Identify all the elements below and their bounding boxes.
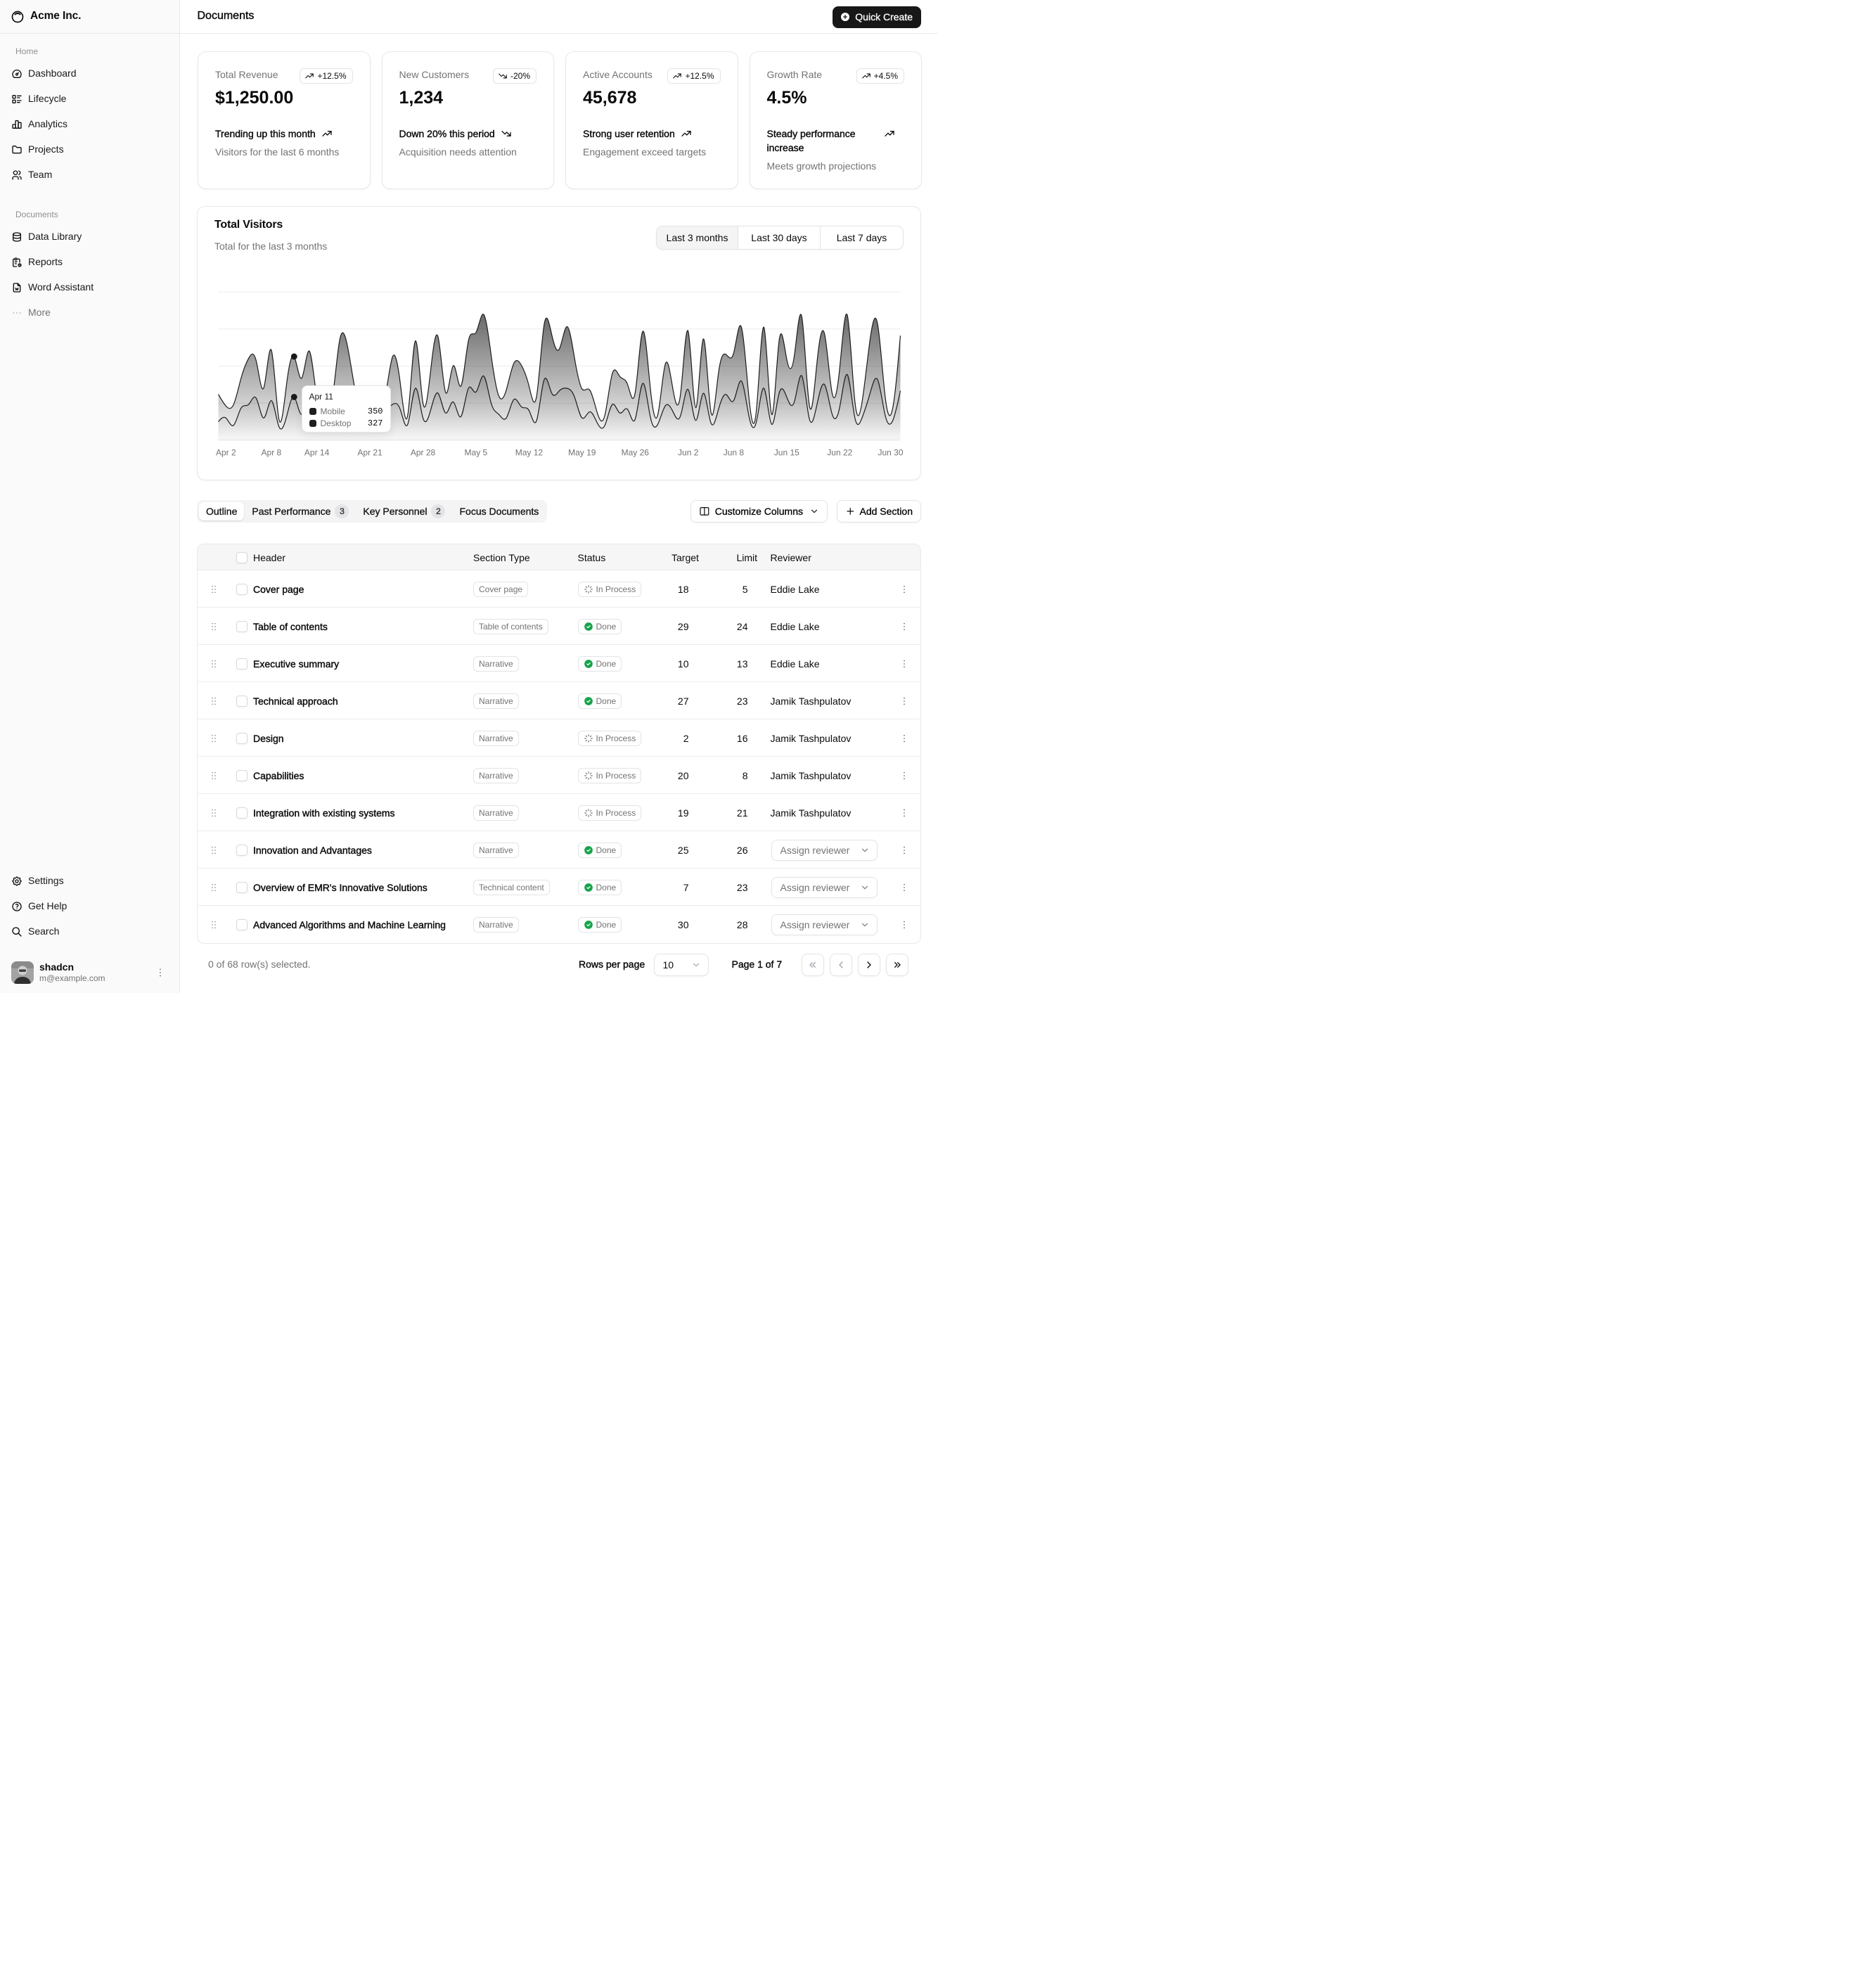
svg-text:Jun 22: Jun 22 (827, 448, 852, 458)
svg-text:May 5: May 5 (465, 448, 488, 458)
svg-text:Apr 21: Apr 21 (357, 448, 383, 458)
svg-text:May 26: May 26 (622, 448, 650, 458)
svg-text:Jun 15: Jun 15 (774, 448, 799, 458)
svg-text:Apr 28: Apr 28 (411, 448, 436, 458)
svg-text:May 12: May 12 (515, 448, 544, 458)
svg-text:Jun 2: Jun 2 (678, 448, 699, 458)
svg-text:May 19: May 19 (568, 448, 596, 458)
svg-text:Apr 14: Apr 14 (304, 448, 330, 458)
svg-text:Apr 8: Apr 8 (262, 448, 282, 458)
svg-text:Apr 2: Apr 2 (216, 448, 236, 458)
svg-text:Jun 30: Jun 30 (878, 448, 903, 458)
svg-text:Jun 8: Jun 8 (724, 448, 745, 458)
